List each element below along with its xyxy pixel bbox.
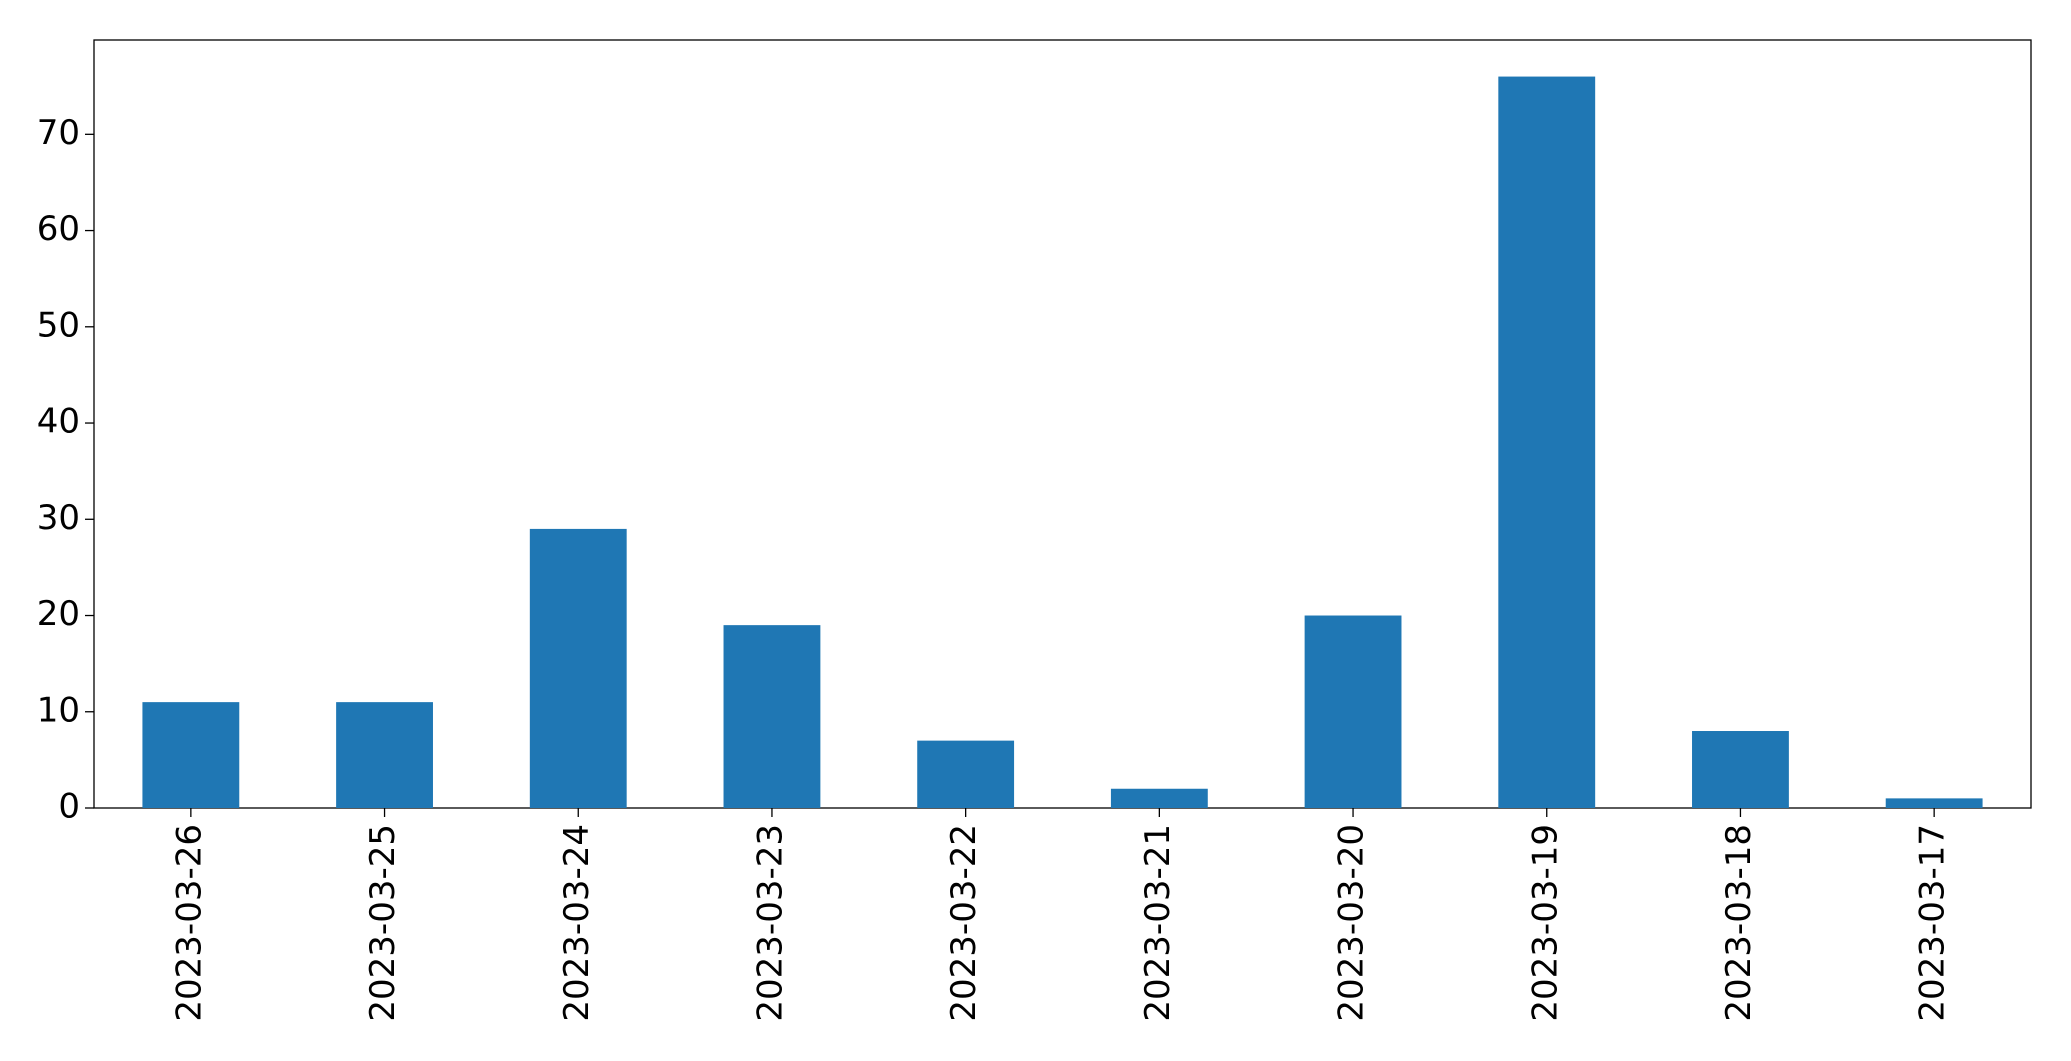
bar	[723, 625, 821, 808]
bar	[1692, 731, 1789, 808]
x-tick-label: 2023-03-20	[1332, 824, 1372, 1022]
bar	[1110, 788, 1208, 808]
y-tick-label: 10	[37, 690, 80, 730]
bar	[336, 702, 433, 808]
y-tick-label: 60	[37, 209, 80, 249]
x-tick-label: 2023-03-22	[944, 824, 984, 1022]
bar	[1885, 798, 1983, 808]
bar	[142, 702, 240, 808]
x-tick-label: 2023-03-26	[169, 824, 209, 1022]
y-tick-label: 30	[37, 498, 80, 538]
bar	[529, 528, 627, 808]
x-tick-label: 2023-03-21	[1138, 824, 1178, 1022]
y-tick-label: 70	[37, 113, 80, 153]
y-tick-label: 0	[58, 787, 80, 827]
bar	[1498, 76, 1596, 809]
bar	[1304, 615, 1402, 808]
x-tick-label: 2023-03-17	[1913, 824, 1953, 1022]
y-tick-label: 20	[37, 594, 80, 634]
y-tick-label: 40	[37, 402, 80, 442]
x-tick-label: 2023-03-25	[363, 824, 403, 1022]
x-tick-label: 2023-03-19	[1525, 824, 1565, 1022]
bar	[917, 740, 1015, 808]
plot-frame	[93, 39, 2032, 809]
y-tick-label: 50	[37, 305, 80, 345]
x-tick-label: 2023-03-24	[557, 824, 597, 1022]
x-tick-label: 2023-03-18	[1719, 824, 1759, 1022]
x-tick-label: 2023-03-23	[750, 824, 790, 1022]
